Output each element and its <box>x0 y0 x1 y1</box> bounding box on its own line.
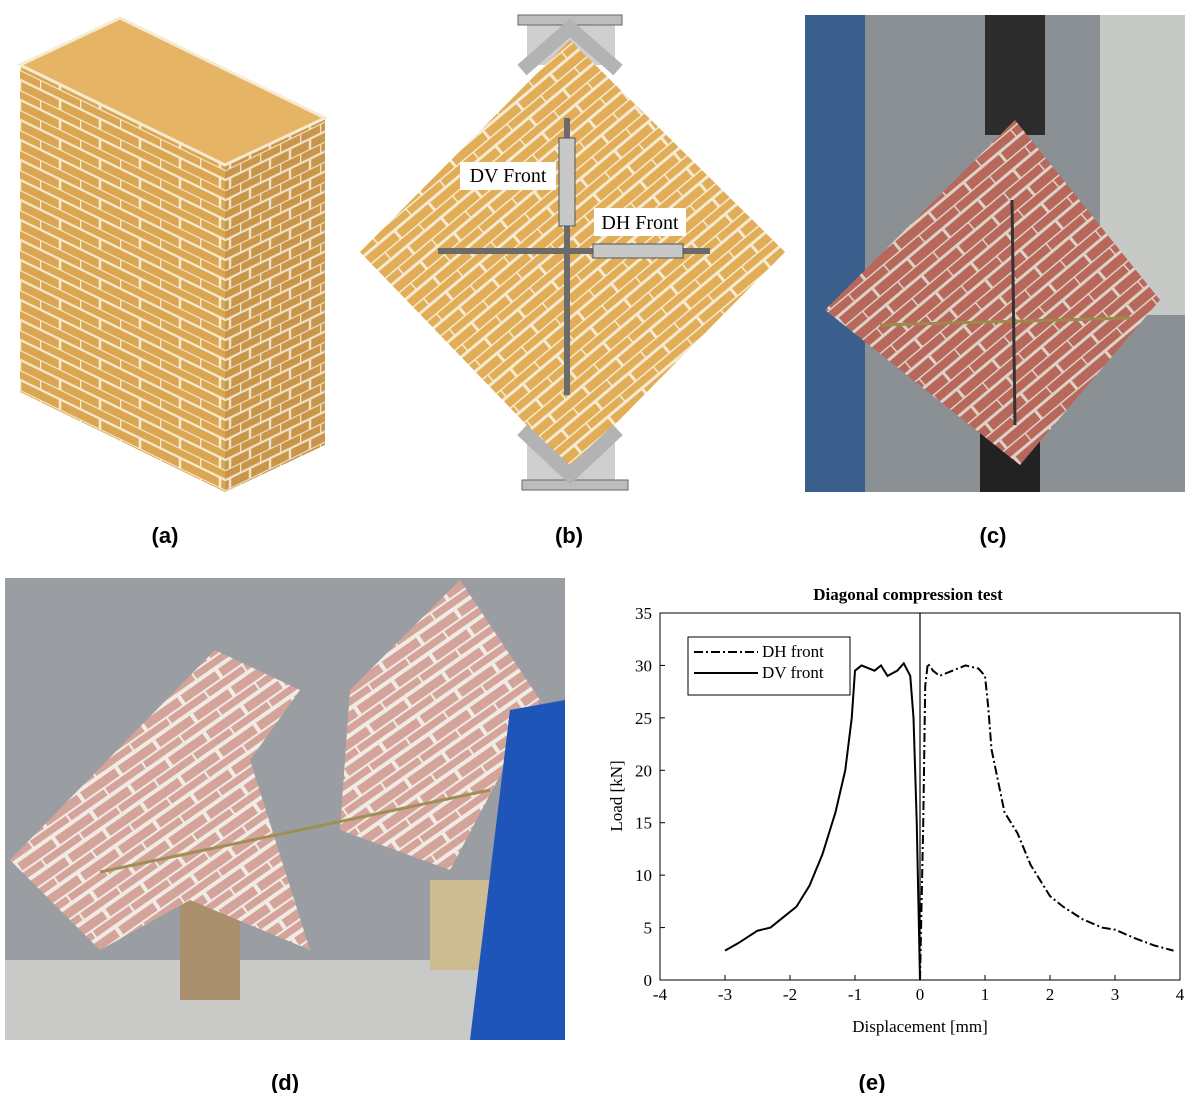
y-tick-label: 30 <box>635 656 652 675</box>
gauge-label: DV Front <box>470 165 547 187</box>
wall-illustration <box>20 18 325 492</box>
data-line <box>725 663 920 980</box>
y-tick-label: 5 <box>644 919 653 938</box>
y-tick-label: 10 <box>635 866 652 885</box>
y-axis-label: Load [kN] <box>607 760 626 831</box>
panel-label: (b) <box>555 523 583 548</box>
y-tick-label: 0 <box>644 971 653 990</box>
x-tick-label: -1 <box>848 985 862 1004</box>
x-tick-label: 2 <box>1046 985 1055 1004</box>
gauge-label: DH Front <box>601 212 679 234</box>
test-diagram: DV Front DH Front <box>360 15 785 490</box>
panel-label: (c) <box>980 523 1007 548</box>
x-tick-label: 4 <box>1176 985 1185 1004</box>
x-tick-label: -2 <box>783 985 797 1004</box>
x-tick-label: 0 <box>916 985 925 1004</box>
y-tick-label: 35 <box>635 604 652 623</box>
y-tick-label: 15 <box>635 814 652 833</box>
chart: Diagonal compression test Displacement [… <box>607 585 1185 1036</box>
panel-label: (e) <box>859 1070 886 1093</box>
figure: DV Front DH Front Diagonal compression t… <box>0 0 1186 1093</box>
data-line <box>920 663 1174 980</box>
panel-label: (d) <box>271 1070 299 1093</box>
x-tick-label: 1 <box>981 985 990 1004</box>
chart-title: Diagonal compression test <box>813 585 1003 604</box>
y-tick-label: 20 <box>635 761 652 780</box>
x-tick-label: -3 <box>718 985 732 1004</box>
x-tick-label: -4 <box>653 985 668 1004</box>
y-tick-label: 25 <box>635 709 652 728</box>
photo-failure <box>5 578 565 1040</box>
x-tick-label: 3 <box>1111 985 1120 1004</box>
page: DV Front DH Front Diagonal compression t… <box>0 0 1186 1093</box>
photo-setup <box>805 15 1185 492</box>
panel-label: (a) <box>152 523 179 548</box>
legend-label: DH front <box>762 642 824 661</box>
x-axis-label: Displacement [mm] <box>852 1017 988 1036</box>
legend-label: DV front <box>762 663 824 682</box>
